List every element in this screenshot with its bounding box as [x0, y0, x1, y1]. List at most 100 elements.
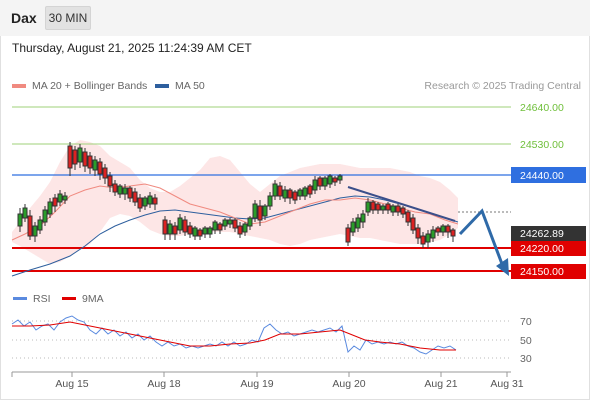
rsi-tick-50: 50 — [520, 335, 532, 347]
chart-datetime: Thursday, August 21, 2025 11:24:39 AM CE… — [12, 41, 252, 55]
price-label-24640: 24640.00 — [520, 102, 564, 114]
candle — [82, 148, 88, 172]
candle — [277, 182, 283, 200]
instrument-name: Dax — [11, 10, 37, 26]
candle — [72, 146, 78, 170]
x-label-aug21: Aug 21 — [424, 378, 457, 390]
candle — [322, 176, 328, 190]
candle — [237, 222, 243, 238]
candle — [327, 174, 333, 188]
candle — [360, 210, 366, 228]
candle — [410, 214, 416, 234]
ma20-label: MA 20 + Bollinger Bands — [32, 80, 148, 92]
candle — [337, 174, 343, 184]
downtrend-line — [347, 186, 456, 222]
candle — [435, 226, 441, 236]
candle — [350, 218, 356, 236]
price-box-24440 — [511, 167, 586, 183]
candle — [37, 216, 43, 234]
candle — [380, 204, 386, 214]
candle — [232, 218, 238, 232]
candle — [182, 216, 188, 236]
candle — [62, 192, 68, 204]
candle — [92, 156, 98, 176]
candle — [77, 144, 83, 168]
candle — [172, 222, 178, 240]
ma20-swatch — [12, 84, 26, 88]
price-box-current — [511, 226, 586, 241]
price-label-current: 24262.89 — [520, 228, 564, 240]
candle — [17, 208, 23, 232]
candle — [207, 226, 213, 238]
candle — [257, 200, 263, 226]
ma50-label: MA 50 — [175, 80, 205, 92]
candle — [42, 206, 48, 226]
candle — [405, 210, 411, 226]
candle — [312, 176, 318, 194]
x-label-aug31: Aug 31 — [490, 378, 523, 390]
candle — [192, 226, 198, 240]
candle — [32, 222, 38, 242]
candle — [202, 226, 208, 238]
candle — [445, 224, 451, 238]
candle — [375, 202, 381, 214]
copyright: Research © 2025 Trading Central — [424, 80, 581, 92]
candle — [450, 228, 456, 242]
ma9-label: 9MA — [82, 293, 104, 305]
candle — [122, 184, 128, 200]
candle — [420, 232, 426, 248]
candle — [365, 198, 371, 216]
candle — [67, 142, 73, 176]
candle — [252, 200, 258, 222]
candle — [87, 152, 93, 174]
candle — [415, 224, 421, 244]
candle — [197, 228, 203, 240]
candle — [137, 194, 143, 212]
ma9-line — [12, 321, 456, 351]
candle — [217, 222, 223, 234]
candle — [27, 210, 33, 240]
candle — [97, 158, 103, 180]
rsi-tick-70: 70 — [520, 316, 532, 328]
candle — [302, 186, 308, 200]
candle — [212, 220, 218, 234]
candle — [440, 224, 446, 236]
x-label-aug19: Aug 19 — [240, 378, 273, 390]
price-box-24220 — [511, 241, 586, 256]
interval-button[interactable]: 30 MIN — [45, 6, 91, 30]
candle — [227, 218, 233, 228]
candle — [345, 224, 351, 246]
candle — [332, 176, 338, 186]
candle — [282, 186, 288, 202]
candle — [147, 192, 153, 208]
candle — [222, 218, 228, 230]
candle — [22, 204, 28, 222]
ma50-swatch — [155, 84, 169, 88]
rsi-label: RSI — [33, 293, 51, 305]
candle — [57, 190, 63, 206]
candle — [390, 204, 396, 216]
candle — [152, 194, 158, 210]
candle — [107, 172, 113, 192]
price-label-24150: 24150.00 — [520, 266, 564, 278]
candle — [132, 188, 138, 206]
candle — [267, 192, 273, 210]
candle — [127, 186, 133, 202]
price-box-24150 — [511, 264, 586, 279]
candle — [355, 214, 361, 232]
rsi-swatch — [13, 297, 27, 300]
candle — [287, 188, 293, 204]
top-bar: Dax 30 MIN — [0, 0, 590, 36]
x-label-aug15: Aug 15 — [55, 378, 88, 390]
x-label-aug20: Aug 20 — [332, 378, 365, 390]
candle — [177, 214, 183, 234]
x-label-aug18: Aug 18 — [147, 378, 180, 390]
legend-ma50: MA 50 — [155, 80, 205, 92]
rsi-line — [11, 315, 457, 355]
candle — [272, 180, 278, 200]
candle — [117, 184, 123, 198]
candle — [247, 216, 253, 230]
candle — [307, 184, 313, 198]
candle — [317, 176, 323, 190]
